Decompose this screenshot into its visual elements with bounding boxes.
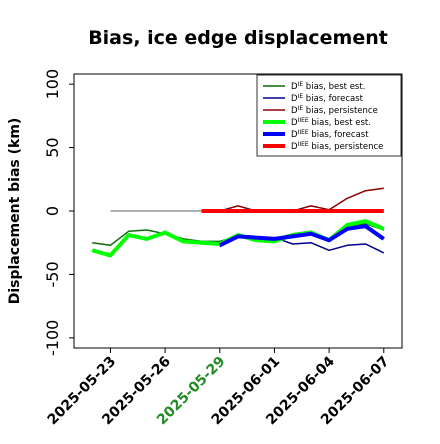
legend-entry-1: DIE bias, best est. (291, 81, 365, 92)
legend-entry-5: DIIEE bias, forecast (291, 129, 369, 140)
y-tick-label: 50 (43, 137, 62, 157)
series-line-5 (218, 224, 385, 248)
y-axis-label: Displacement bias (km) (7, 118, 23, 305)
series-line-3 (201, 187, 384, 214)
y-tick-label: -50 (43, 261, 62, 287)
legend-entry-3: DIE bias, persistence (291, 105, 378, 116)
legend-entry-4: DIIEE bias, best est. (291, 117, 371, 128)
legend-entry-2: DIE bias, forecast (291, 93, 364, 104)
y-tick-label: 100 (43, 69, 62, 100)
legend: DIE bias, best est.DIE bias, forecastDIE… (256, 74, 402, 157)
chart-title: Bias, ice edge displacement (88, 27, 388, 49)
y-tick-label: 0 (43, 206, 62, 216)
legend-entry-6: DIIEE bias, persistence (291, 141, 383, 152)
y-tick-label: -100 (43, 320, 62, 356)
plot-area: 100500-50-1002025-05-232025-05-262025-05… (43, 69, 403, 428)
legend-box (256, 74, 402, 157)
